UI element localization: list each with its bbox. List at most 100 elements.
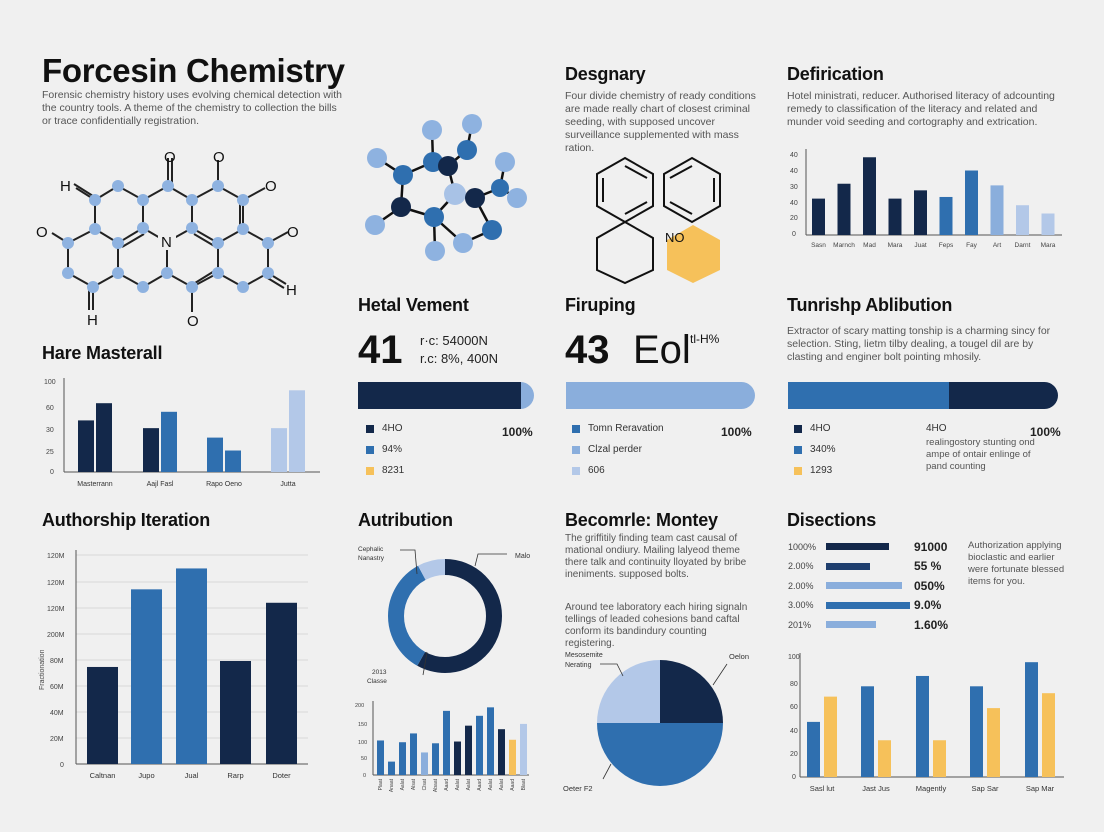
tunrishp-progress-bar (788, 382, 1058, 409)
svg-text:Rapo Oeno: Rapo Oeno (206, 481, 242, 488)
svg-text:100: 100 (358, 740, 367, 746)
legend-item: 1293 (794, 460, 836, 481)
svg-text:Sasn: Sasn (811, 242, 826, 249)
tunrishp-percent: 100% (1030, 425, 1061, 439)
firuping-title: Firuping (565, 295, 636, 315)
svg-text:Oelon: Oelon (729, 652, 749, 661)
svg-text:Cephalic: Cephalic (358, 546, 384, 553)
ring-structures-diagram: NO (596, 156, 721, 285)
row-value: 9.0% (914, 598, 942, 613)
disection-row: 3.00% 9.0% (788, 596, 948, 616)
svg-text:Doter: Doter (272, 771, 291, 780)
svg-text:Sasl lut: Sasl lut (810, 784, 836, 793)
bar (1025, 662, 1038, 777)
donut-slice (388, 559, 502, 673)
bar (509, 739, 516, 775)
svg-text:30: 30 (46, 427, 54, 434)
bar (377, 740, 384, 775)
firuping-legend: Tomn Reravation Clzal perder 606 (572, 418, 664, 481)
svg-text:Fractionation: Fractionation (39, 649, 46, 690)
svg-text:60: 60 (46, 405, 54, 412)
bar (78, 420, 94, 472)
tunrishp-description: Extractor of scary matting tonship is a … (787, 325, 1051, 363)
hetal-progress-bar (358, 382, 534, 409)
svg-text:O: O (187, 313, 199, 330)
svg-text:Mad: Mad (863, 242, 876, 249)
row-bar (826, 543, 889, 551)
bar (807, 721, 820, 777)
bar (837, 183, 851, 235)
designary-title: Desgnary (565, 64, 646, 84)
disections-list: 1000% 91000 2.00% 55 % 2.00% 050% 3.00% 9.0% 201… (788, 537, 948, 635)
bar (96, 403, 112, 472)
bar (87, 666, 118, 764)
svg-text:O: O (213, 149, 225, 166)
authorship-bar-chart: 120M 120M 120M 200M 80M 60M 40M 20M 0 Fraction… (39, 550, 308, 780)
svg-text:Darnt: Darnt (1015, 242, 1031, 249)
hetal-legend: 4HO 94% 8231 (366, 418, 404, 481)
firuping-progress-bar (566, 382, 755, 409)
svg-text:Art: Art (993, 242, 1002, 249)
svg-text:Sap Mar: Sap Mar (1026, 784, 1055, 793)
svg-text:100: 100 (44, 379, 56, 386)
svg-text:Aalat: Aalat (466, 778, 472, 790)
bar (1042, 693, 1055, 777)
disections-note: Authorization applying bioclastic and ea… (968, 540, 1065, 587)
bar (498, 729, 505, 775)
becomrle-para2: Around tee laboratory each hiring signal… (565, 602, 748, 649)
svg-text:Aaad: Aaad (510, 779, 516, 791)
svg-text:80M: 80M (50, 658, 64, 665)
svg-text:50: 50 (361, 756, 367, 762)
bar (878, 740, 891, 777)
svg-text:20: 20 (790, 751, 798, 758)
svg-text:40M: 40M (50, 710, 64, 717)
svg-text:200: 200 (355, 703, 364, 709)
svg-text:Juat: Juat (914, 242, 926, 249)
bar (863, 157, 876, 235)
svg-text:Feps: Feps (939, 242, 954, 249)
legend-item: Tomn Reravation (572, 418, 664, 439)
svg-text:Aajl Fasl: Aajl Fasl (147, 481, 174, 488)
svg-text:Mesosemite: Mesosemite (565, 652, 603, 659)
bar (914, 190, 927, 235)
firuping-superscript: tl-H% (690, 332, 720, 346)
svg-text:Jupo: Jupo (138, 771, 154, 780)
legend-item: 94% (366, 439, 404, 460)
svg-text:40: 40 (790, 168, 798, 175)
disections-title: Disections (787, 510, 877, 530)
svg-text:Malo: Malo (515, 553, 530, 560)
svg-text:120M: 120M (47, 606, 65, 613)
svg-text:40: 40 (790, 200, 798, 207)
svg-text:Mara: Mara (888, 242, 903, 249)
disection-row: 2.00% 050% (788, 576, 948, 596)
bar (131, 589, 162, 764)
row-value: 55 % (914, 559, 942, 574)
svg-text:120M: 120M (47, 553, 65, 560)
svg-text:20: 20 (790, 215, 798, 222)
bar (1041, 213, 1055, 235)
svg-text:0: 0 (50, 469, 54, 476)
svg-text:Marnch: Marnch (833, 242, 855, 249)
bar (476, 715, 483, 775)
becomrle-pie-chart: Mesosemite Nerating Oelon Oeter F2 (563, 652, 749, 793)
svg-text:120M: 120M (47, 580, 65, 587)
firuping-unit: Eol (633, 328, 691, 372)
legend-item: Clzal perder (572, 439, 664, 460)
disection-row: 1000% 91000 (788, 537, 948, 557)
svg-text:Jutta: Jutta (280, 481, 295, 488)
bar (939, 196, 953, 235)
hetal-vement-title: Hetal Vement (358, 295, 469, 315)
designary-description: Four divide chemistry of ready condition… (565, 90, 756, 154)
row-label: 1000% (788, 541, 817, 552)
page-description: Forensic chemistry history uses evolving… (42, 89, 342, 127)
svg-text:H: H (87, 312, 98, 329)
legend-item: 340% (794, 439, 836, 460)
svg-text:Aalat: Aalat (488, 778, 494, 790)
svg-text:Alsat: Alsat (411, 778, 417, 790)
svg-text:Rarp: Rarp (227, 771, 243, 780)
authorship-title: Authorship Iteration (42, 510, 210, 530)
svg-text:NO: NO (665, 230, 685, 245)
svg-text:N: N (161, 234, 172, 251)
bar (421, 752, 428, 775)
svg-text:Anaat: Anaat (389, 778, 395, 792)
